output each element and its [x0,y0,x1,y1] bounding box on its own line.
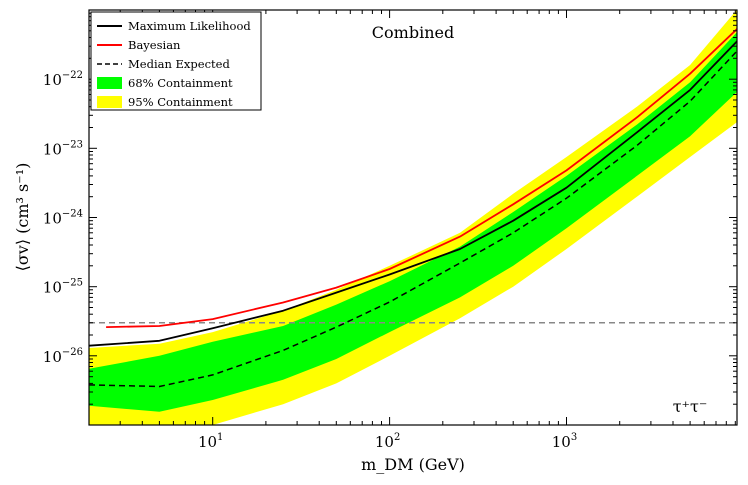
x-tick-label: 101 [198,432,223,451]
band-68-containment [89,32,737,412]
band-95-containment [89,10,737,425]
y-tick-label: 10−22 [43,70,83,89]
y-tick-label: 10−23 [43,139,83,158]
x-tick-label: 103 [552,432,577,451]
legend-label: 68% Containment [128,76,233,90]
legend-swatch [97,96,122,108]
legend-swatch [97,77,122,89]
chart-title: Combined [372,23,454,42]
y-tick-label: 10−25 [43,278,83,297]
y-tick-labels: 10−26 10−25 10−24 10−23 10−22 [43,70,83,366]
lines-layer [89,27,737,388]
series-maximum-likelihood [89,40,737,347]
legend-label: Maximum Likelihood [128,19,251,33]
legend-label: 95% Containment [128,95,233,109]
bands-layer [89,10,737,425]
legend-label: Median Expected [128,57,230,71]
x-tick-labels: 101 102 103 [198,432,577,451]
series-bayesian [106,27,737,328]
channel-annotation: τ⁺τ⁻ [673,397,708,416]
legend-frame [90,11,262,111]
y-axis-label: ⟨σv⟩ (cm³ s⁻¹) [13,163,32,272]
legend-entries: Maximum Likelihood Bayesian Median Expecte… [97,19,251,109]
plot-frame [88,9,738,426]
y-tick-label: 10−26 [43,347,83,366]
legend-label: Bayesian [128,38,181,52]
x-axis-label: m_DM (GeV) [361,455,465,474]
series-median-expected [89,49,737,388]
legend: Maximum Likelihood Bayesian Median Expecte… [90,11,262,111]
y-tick-label: 10−24 [43,209,83,228]
x-tick-label: 102 [375,432,400,451]
